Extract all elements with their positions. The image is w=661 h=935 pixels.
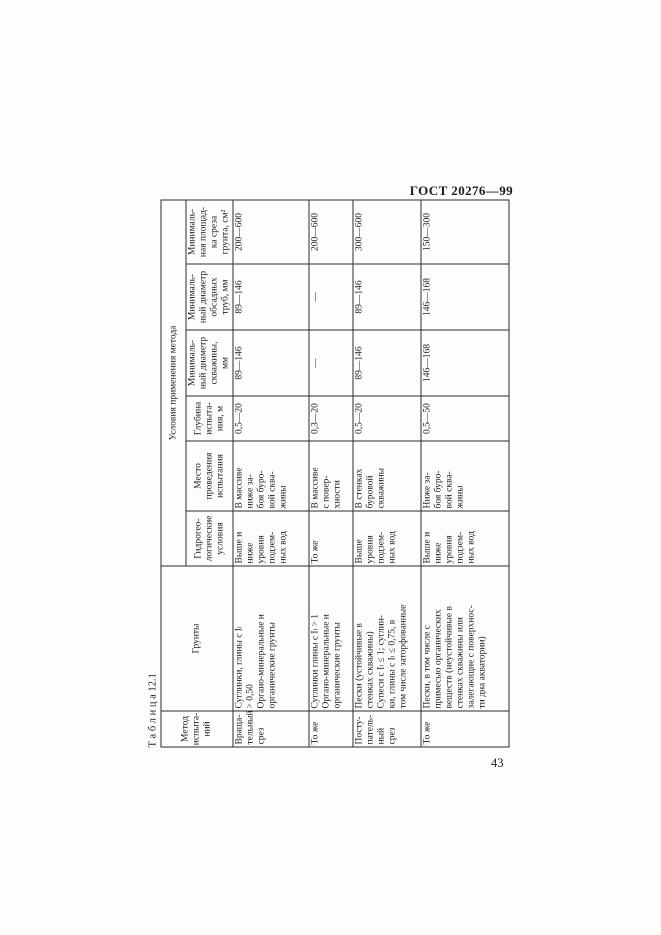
cell-shear-area: 150—300 xyxy=(421,200,509,264)
cell-shear-area: 200—600 xyxy=(309,200,353,264)
cell-shear-area: 200—600 xyxy=(233,200,309,264)
cell-hydro: Выше и ниже уровня подзем- ных вод xyxy=(233,511,309,566)
header-hydro: Гидрогео- логические условия xyxy=(186,511,233,566)
header-well-diameter: Минималь- ный диаметр скважины, мм xyxy=(186,330,233,396)
page-number: 43 xyxy=(491,756,504,770)
cell-soils: Суглинки, глины с Iₗ > 0,50 Органо-минер… xyxy=(233,566,309,711)
cell-place: В стенках буровой скважины xyxy=(353,441,421,511)
cell-depth: 0,3—20 xyxy=(309,396,353,441)
header-soils: Грунты xyxy=(161,566,233,711)
cell-hydro: То же xyxy=(309,511,353,566)
table-row: То же Суглинки глины с Iₗ > 1 Органо-мин… xyxy=(309,200,353,747)
cell-shear-area: 300—600 xyxy=(353,200,421,264)
cell-place: В массиве ниже за- боя буро- вой сква- ж… xyxy=(233,441,309,511)
cell-depth: 0,5—50 xyxy=(421,396,509,441)
cell-method: Посту- патель- ный срез xyxy=(353,711,421,747)
table-row: Посту- патель- ный срез Пески (устойчивы… xyxy=(353,200,421,747)
cell-well-diameter: — xyxy=(309,330,353,396)
cell-method: Враща- тельный срез xyxy=(233,711,309,747)
rotated-table-block: Т а б л и ц а 12.1 Метод испыта- ний Гру… xyxy=(147,199,510,748)
cell-soils: Суглинки глины с Iₗ > 1 Органо-минеральн… xyxy=(309,566,353,711)
table-row: Враща- тельный срез Суглинки, глины с Iₗ… xyxy=(233,200,309,747)
gost-table-12-1: Метод испыта- ний Грунты Условия примене… xyxy=(160,199,510,748)
cell-casing-diameter: 89—146 xyxy=(353,264,421,330)
cell-depth: 0,5—20 xyxy=(353,396,421,441)
document-header: ГОСТ 20276—99 xyxy=(409,183,513,198)
cell-place: В массиве с повер- хности xyxy=(309,441,353,511)
header-casing-diameter: Минималь- ный диаметр обсадных труб, мм xyxy=(186,264,233,330)
cell-method: То же xyxy=(309,711,353,747)
cell-casing-diameter: 89—146 xyxy=(233,264,309,330)
cell-soils: Пески, в том числе с примесью органическ… xyxy=(421,566,509,711)
cell-well-diameter: 89—146 xyxy=(353,330,421,396)
cell-soils: Пески (устойчивые в стенках скважины) Су… xyxy=(353,566,421,711)
cell-hydro: Выше уровня подзем- ных вод xyxy=(353,511,421,566)
header-depth: Глубина испыта- ния, м xyxy=(186,396,233,441)
cell-depth: 0,5—20 xyxy=(233,396,309,441)
cell-casing-diameter: — xyxy=(309,264,353,330)
table-row: То же Пески, в том числе с примесью орга… xyxy=(421,200,509,747)
cell-hydro: Выше и ниже уровня подзем- ных вод xyxy=(421,511,509,566)
cell-place: Ниже за- боя буро- вой сква- жины xyxy=(421,441,509,511)
cell-casing-diameter: 146—168 xyxy=(421,264,509,330)
cell-method: То же xyxy=(421,711,509,747)
cell-well-diameter: 146—168 xyxy=(421,330,509,396)
header-conditions-span: Условия применения метода xyxy=(161,200,186,566)
table-caption: Т а б л и ц а 12.1 xyxy=(147,673,159,748)
header-method: Метод испыта- ний xyxy=(161,711,233,747)
cell-well-diameter: 89—146 xyxy=(233,330,309,396)
header-place: Место проведения испытания xyxy=(186,441,233,511)
header-shear-area: Минималь- ная площад- ка среза грунта, с… xyxy=(186,200,233,264)
